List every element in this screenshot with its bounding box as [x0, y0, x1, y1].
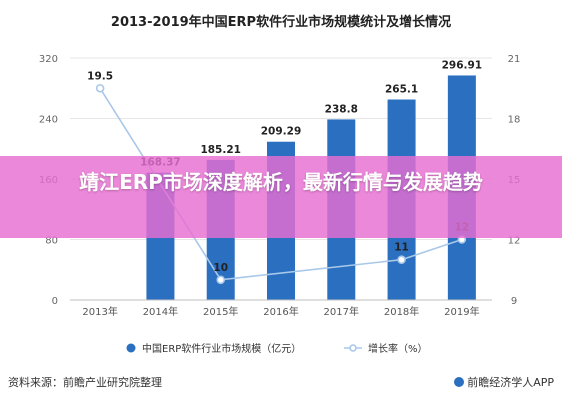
bar-data-label: 238.8 — [325, 103, 358, 115]
bar-data-label: 185.21 — [200, 144, 241, 156]
y-right-tick-label: 21 — [508, 54, 521, 65]
x-tick-label: 2017年 — [324, 305, 359, 318]
x-tick-label: 2018年 — [384, 305, 419, 318]
growth-point — [95, 83, 105, 93]
bar-data-label: 265.1 — [385, 84, 418, 96]
x-tick-label: 2014年 — [143, 305, 178, 318]
brand-name: 前瞻经济学人APP — [467, 376, 554, 389]
growth-point — [397, 255, 406, 264]
legend-bar-label: 中国ERP软件行业市场规模（亿元） — [142, 342, 301, 355]
headline-title: 靖江ERP市场深度解析，最新行情与发展趋势 — [79, 170, 483, 194]
y-right-tick-label: 18 — [508, 115, 521, 126]
x-tick-label: 2016年 — [263, 305, 298, 318]
y-right-tick-label: 12 — [508, 236, 521, 247]
source-note: 资料来源：前瞻产业研究院整理 — [8, 376, 162, 389]
legend-line-point — [349, 344, 357, 352]
headline-banner — [0, 156, 562, 238]
x-tick-label: 2013年 — [82, 305, 117, 318]
y-left-tick-label: 0 — [52, 296, 58, 307]
legend-line-label: 增长率（%） — [368, 342, 428, 355]
bar-data-label: 209.29 — [261, 126, 302, 138]
brand-footer: 前瞻经济学人APP — [454, 374, 554, 390]
x-tick-label: 2019年 — [444, 305, 479, 318]
y-left-tick-label: 240 — [39, 115, 58, 126]
chart-title: 2013-2019年中国ERP软件行业市场规模统计及增长情况 — [111, 14, 451, 30]
growth-data-label: 11 — [394, 242, 409, 254]
x-tick-label: 2015年 — [203, 305, 238, 318]
growth-data-label: 10 — [213, 262, 228, 274]
growth-point — [216, 275, 226, 285]
brand-logo-icon — [454, 377, 465, 387]
y-left-tick-label: 320 — [39, 54, 58, 65]
y-right-tick-label: 9 — [511, 296, 517, 307]
y-left-tick-label: 80 — [45, 236, 58, 247]
growth-data-label: 19.5 — [87, 70, 113, 82]
bar-data-label: 296.91 — [442, 59, 483, 71]
legend-bar-marker — [126, 343, 136, 353]
